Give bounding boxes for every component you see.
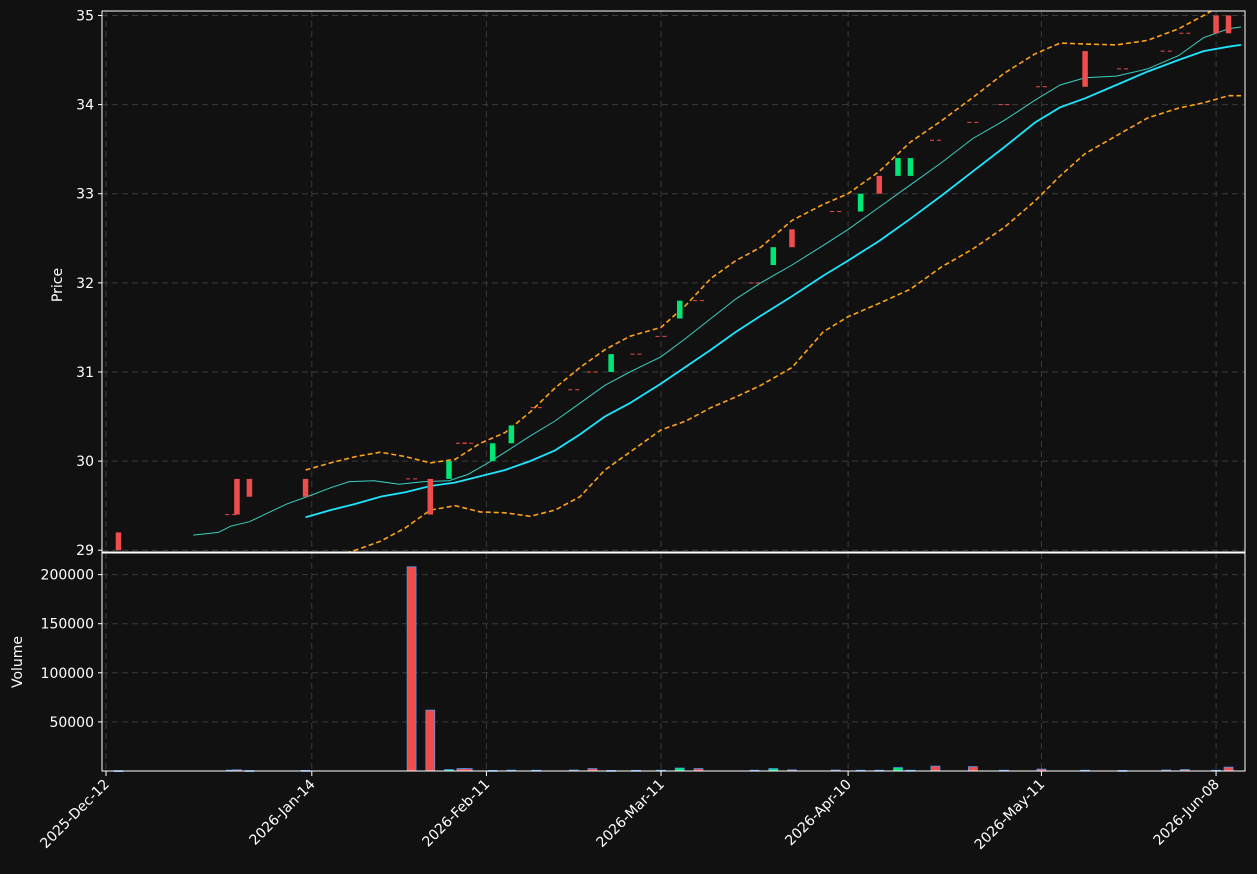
candle-down [1213, 15, 1219, 34]
candlesticks [115, 15, 1232, 551]
candle-up [770, 247, 777, 266]
bollinger-bands [305, 11, 1241, 552]
candle-down [876, 175, 883, 194]
candle-up [895, 158, 901, 176]
volume-panel-frame [101, 552, 1246, 772]
price-tick-label: 29 [76, 543, 94, 559]
candle-down [302, 478, 309, 497]
price-tick-label: 34 [76, 98, 94, 114]
candle-up [608, 354, 614, 372]
lower-band-line [346, 94, 1241, 552]
candle-down [234, 478, 240, 515]
volume-bar [425, 709, 436, 772]
price-tick-label: 35 [76, 8, 94, 24]
candle-down [427, 478, 434, 515]
moving-averages [193, 26, 1242, 536]
volume-bar [967, 766, 978, 772]
volume-gridlines [102, 553, 1245, 771]
price-y-ticks: 29 30 31 32 33 34 35 [76, 8, 102, 559]
candle-up [489, 443, 496, 462]
volume-tick-label: 50000 [49, 715, 94, 731]
price-tick-label: 31 [76, 365, 94, 381]
fast-moving-average-line [193, 26, 1242, 536]
candle-down [246, 478, 253, 497]
price-tick-label: 32 [76, 276, 94, 292]
price-panel-frame [101, 10, 1246, 553]
upper-band-line [305, 11, 1214, 471]
candle-up [857, 193, 864, 212]
candle-down [1082, 51, 1088, 87]
volume-y-ticks: 50000 100000 150000 200000 [41, 568, 102, 731]
volume-tick-label: 100000 [41, 666, 94, 682]
candle-down [115, 532, 122, 551]
volume-bar [893, 767, 903, 772]
volume-bar [1223, 766, 1234, 772]
candle-up [508, 425, 515, 444]
volume-axis-title: Volume [10, 636, 26, 688]
price-tick-label: 30 [76, 454, 94, 470]
price-axis-title: Price [50, 268, 66, 302]
candle-down [789, 229, 795, 248]
volume-tick-label: 150000 [41, 617, 94, 633]
volume-bar [406, 566, 417, 772]
price-panel: 29 30 31 32 33 34 35 Price [50, 8, 1246, 559]
price-tick-label: 33 [76, 187, 94, 203]
volume-bar [930, 765, 941, 772]
candle-up [907, 158, 914, 176]
candle-up [446, 461, 452, 479]
slow-moving-average-line [305, 44, 1242, 519]
candle-down [1225, 15, 1232, 34]
volume-panel: 50000 100000 150000 200000 Volume [10, 552, 1246, 772]
price-gridlines [102, 11, 1245, 552]
candle-up [676, 300, 683, 319]
volume-tick-label: 200000 [41, 568, 94, 584]
